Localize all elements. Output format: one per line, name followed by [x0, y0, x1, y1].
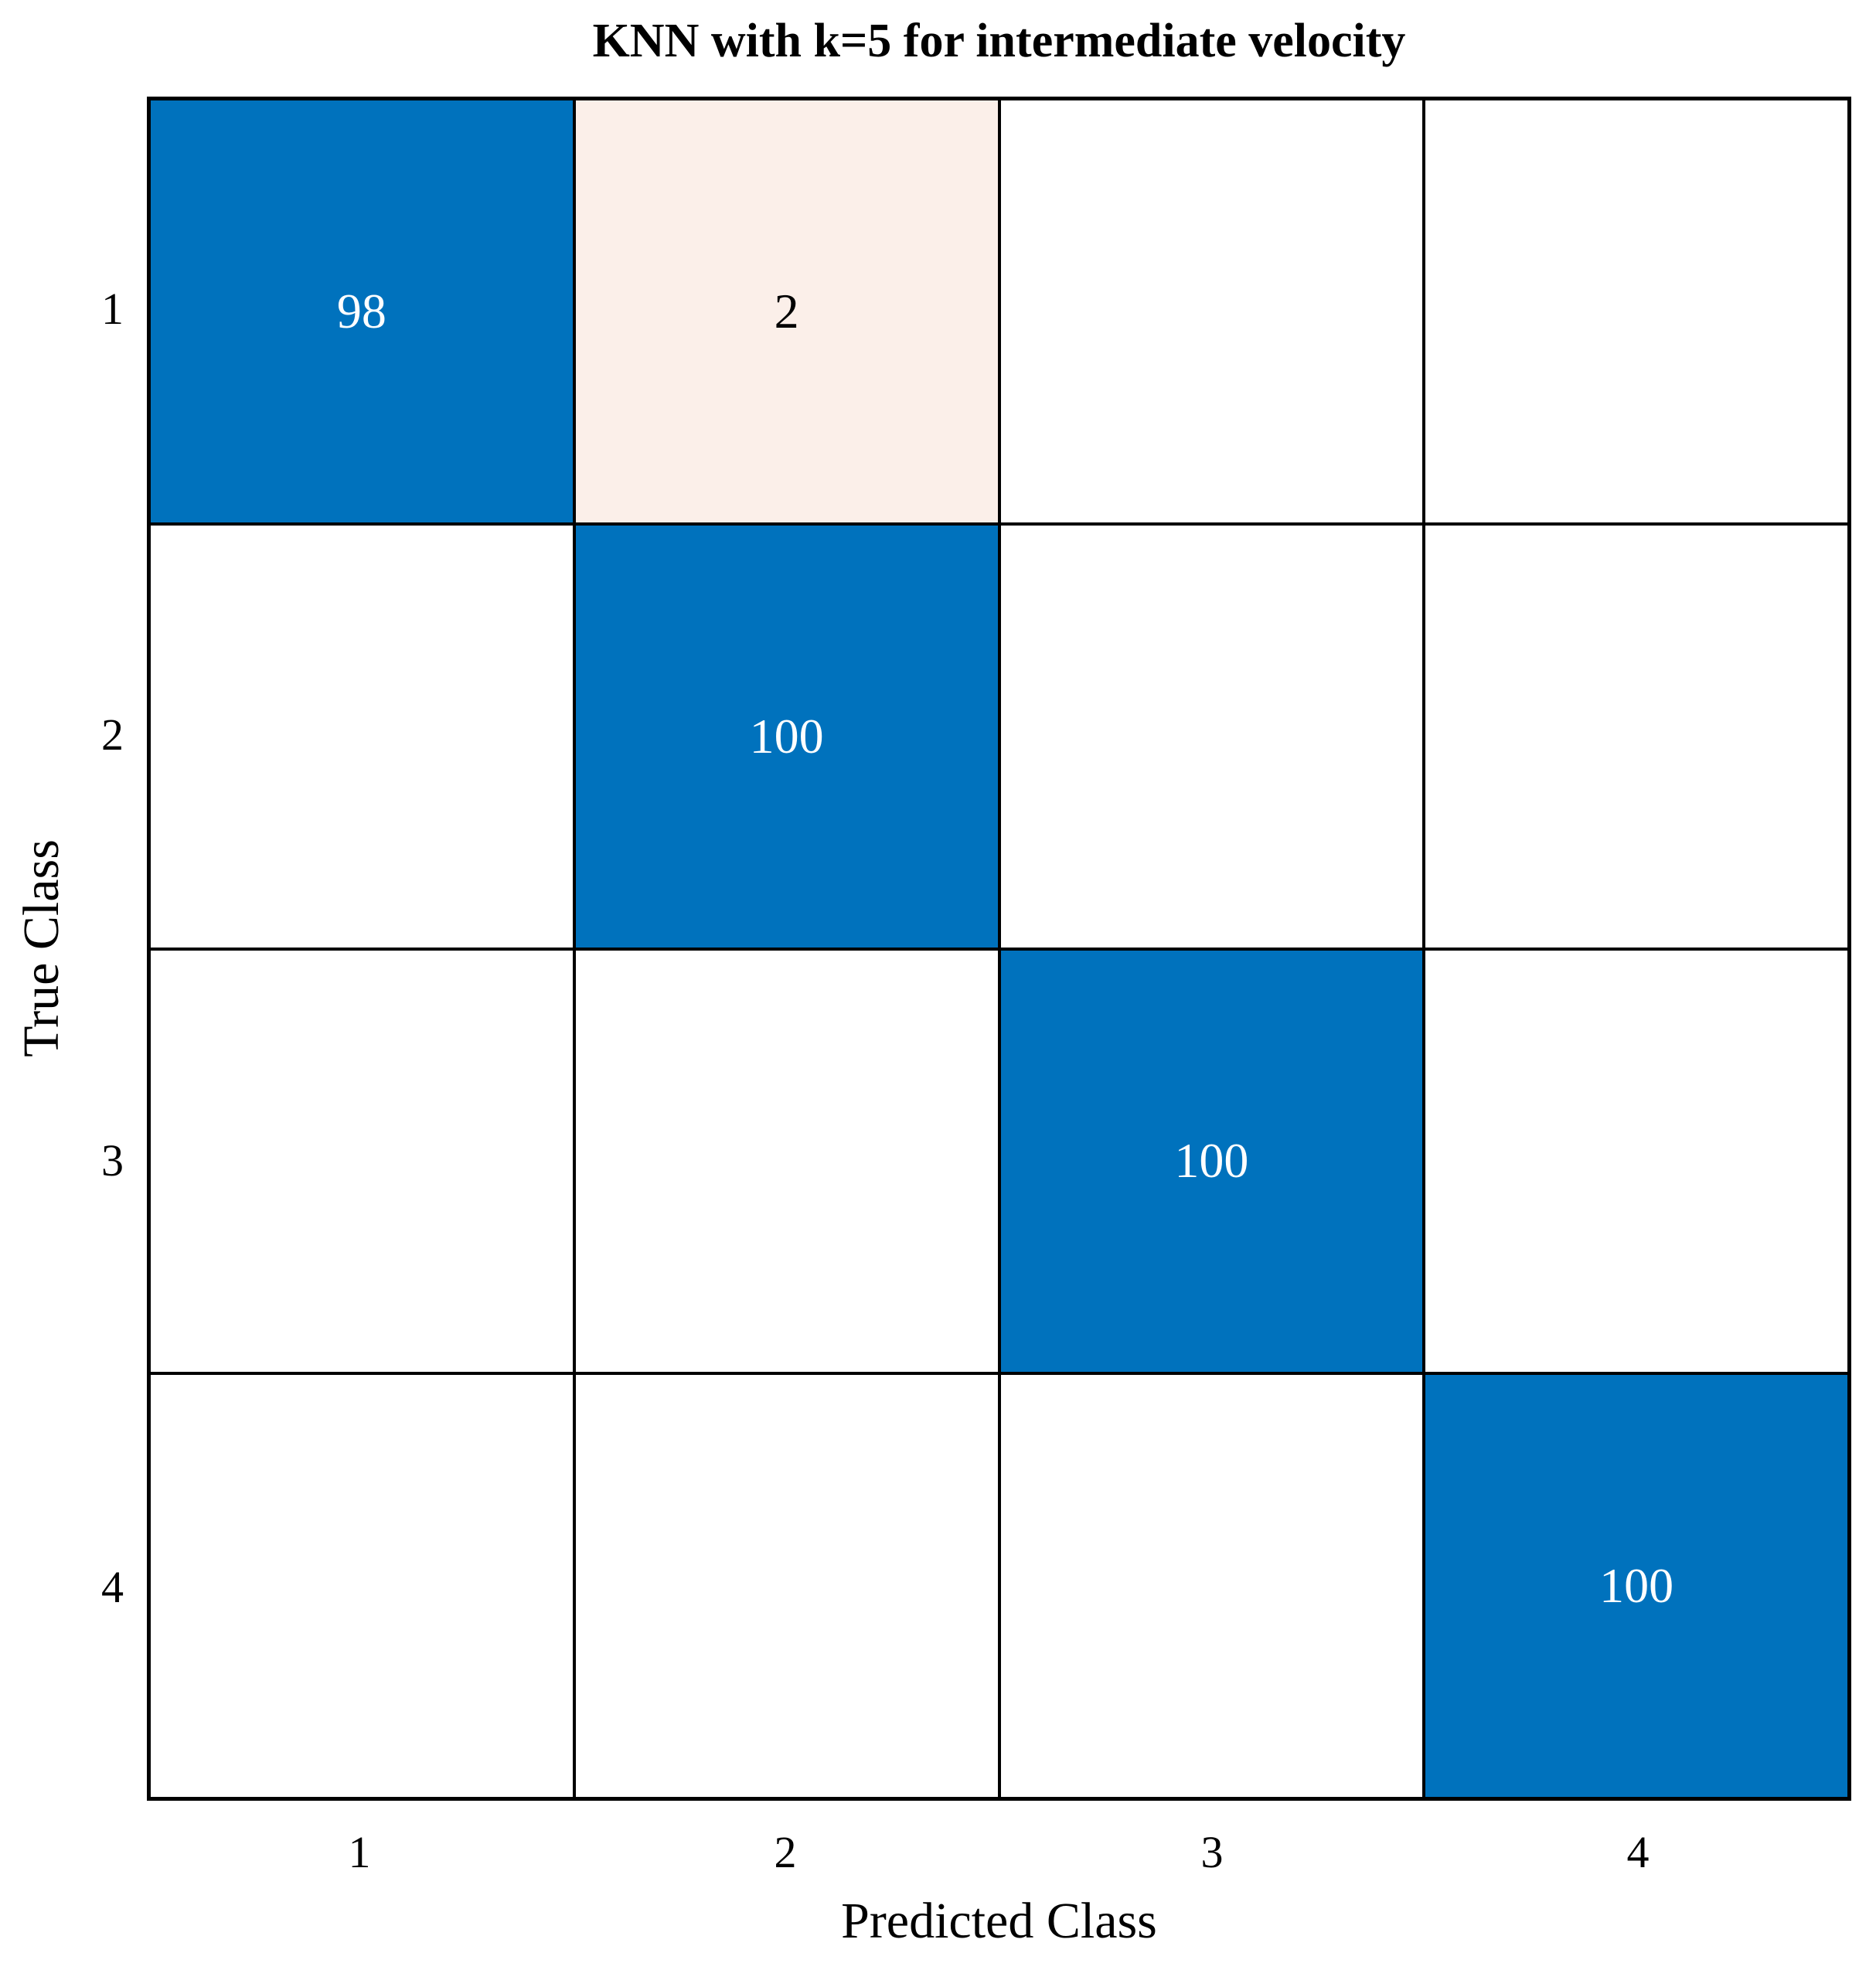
x-axis-label: Predicted Class	[841, 1893, 1157, 1949]
x-tick-4: 4	[1626, 1827, 1650, 1877]
x-tick-3: 3	[1200, 1827, 1224, 1877]
y-tick-3: 3	[101, 1135, 124, 1186]
y-axis-label: True Class	[13, 839, 70, 1057]
matrix-cell-r1-c1: 98	[151, 100, 573, 522]
y-tick-2: 2	[101, 709, 124, 760]
matrix-cell-r1-c4	[1425, 100, 1847, 522]
y-tick-4: 4	[101, 1562, 124, 1612]
y-tick-1: 1	[101, 284, 124, 334]
matrix-cell-r4-c3	[1000, 1375, 1423, 1797]
matrix-cell-r2-c1	[151, 525, 573, 948]
matrix-cell-r3-c1	[151, 950, 573, 1373]
matrix-cell-r4-c1	[151, 1375, 573, 1797]
matrix-cell-r3-c3: 100	[1000, 950, 1423, 1373]
matrix-cell-r1-c2: 2	[575, 100, 998, 522]
matrix-cell-r2-c2: 100	[575, 525, 998, 948]
x-tick-1: 1	[348, 1827, 371, 1877]
x-tick-2: 2	[774, 1827, 797, 1877]
chart-title: KNN with k=5 for intermediate velocity	[592, 15, 1406, 67]
matrix-cell-r4-c4: 100	[1425, 1375, 1847, 1797]
matrix-cell-r4-c2	[575, 1375, 998, 1797]
matrix-cell-r3-c4	[1425, 950, 1847, 1373]
matrix-cell-r3-c2	[575, 950, 998, 1373]
matrix-cell-r2-c4	[1425, 525, 1847, 948]
confusion-matrix-grid: 98 2 100 100 100	[147, 97, 1851, 1801]
matrix-cell-r2-c3	[1000, 525, 1423, 948]
matrix-cell-r1-c3	[1000, 100, 1423, 522]
